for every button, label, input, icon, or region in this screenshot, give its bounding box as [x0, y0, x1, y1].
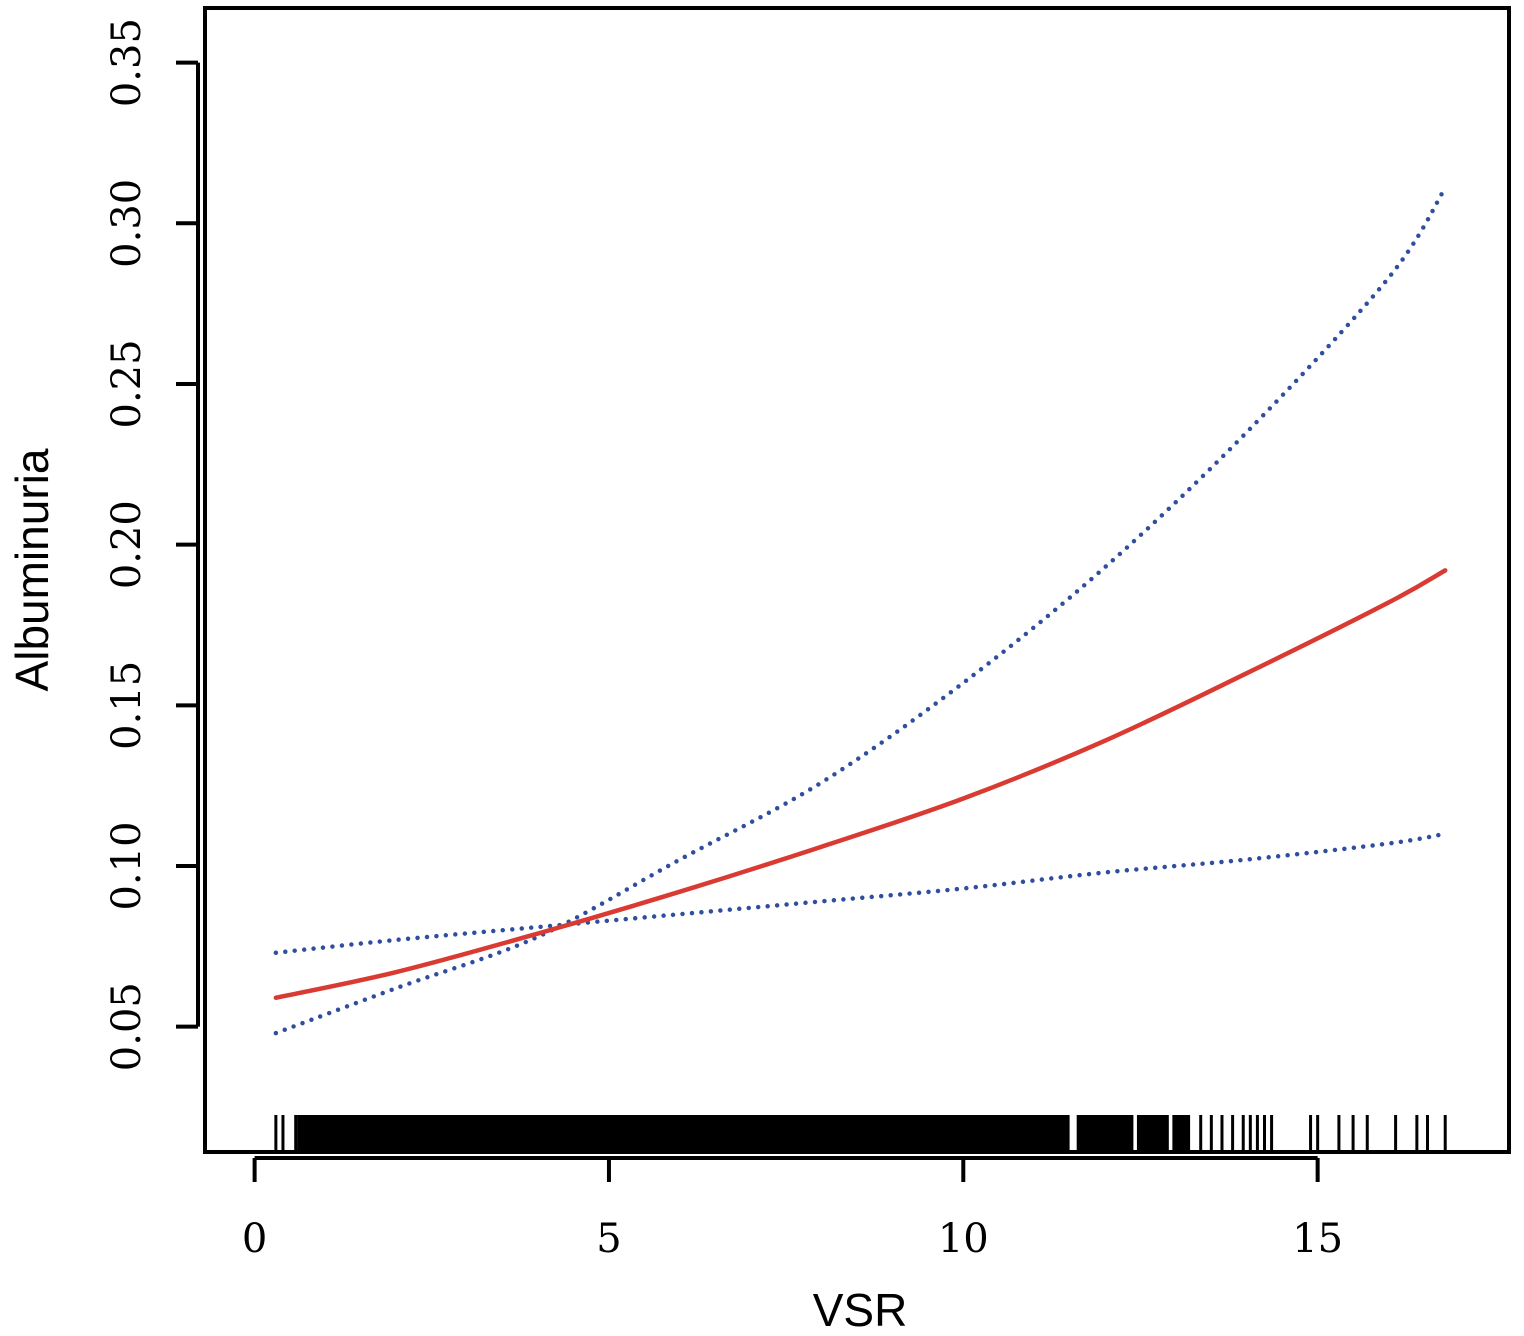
x-tick-label: 5 — [596, 1216, 621, 1262]
series-line-estimate — [273, 568, 1448, 1000]
y-tick-label: 0.05 — [104, 982, 150, 1071]
x-tick-label: 0 — [242, 1216, 267, 1262]
rug-dense-band — [1136, 1115, 1169, 1150]
y-tick-label: 0.15 — [104, 661, 150, 750]
x-axis-title: VSR — [813, 1284, 908, 1336]
series-line-lower-ci — [273, 831, 1448, 956]
y-axis-title: Albuminuria — [6, 448, 58, 691]
y-tick-label: 0.25 — [104, 339, 150, 428]
rug-dense-band — [1076, 1115, 1134, 1150]
x-tick-label: 15 — [1292, 1216, 1343, 1262]
y-axis: 0.05 0.10 0.15 0.20 0.25 0.30 0.35 — [104, 18, 200, 1071]
x-tick-label: 10 — [938, 1216, 989, 1262]
rug-dense-band — [297, 1115, 1070, 1150]
rug-dense-band — [1172, 1115, 1191, 1150]
plot-frame — [203, 6, 1511, 1154]
y-tick-label: 0.20 — [104, 500, 150, 589]
y-tick-label: 0.30 — [104, 179, 150, 268]
plot-area — [273, 185, 1448, 1150]
y-tick-label: 0.10 — [104, 821, 150, 910]
y-tick-label: 0.35 — [104, 18, 150, 107]
x-axis: 0 5 10 15 — [242, 1156, 1343, 1262]
series-line-upper-ci — [273, 185, 1448, 1036]
